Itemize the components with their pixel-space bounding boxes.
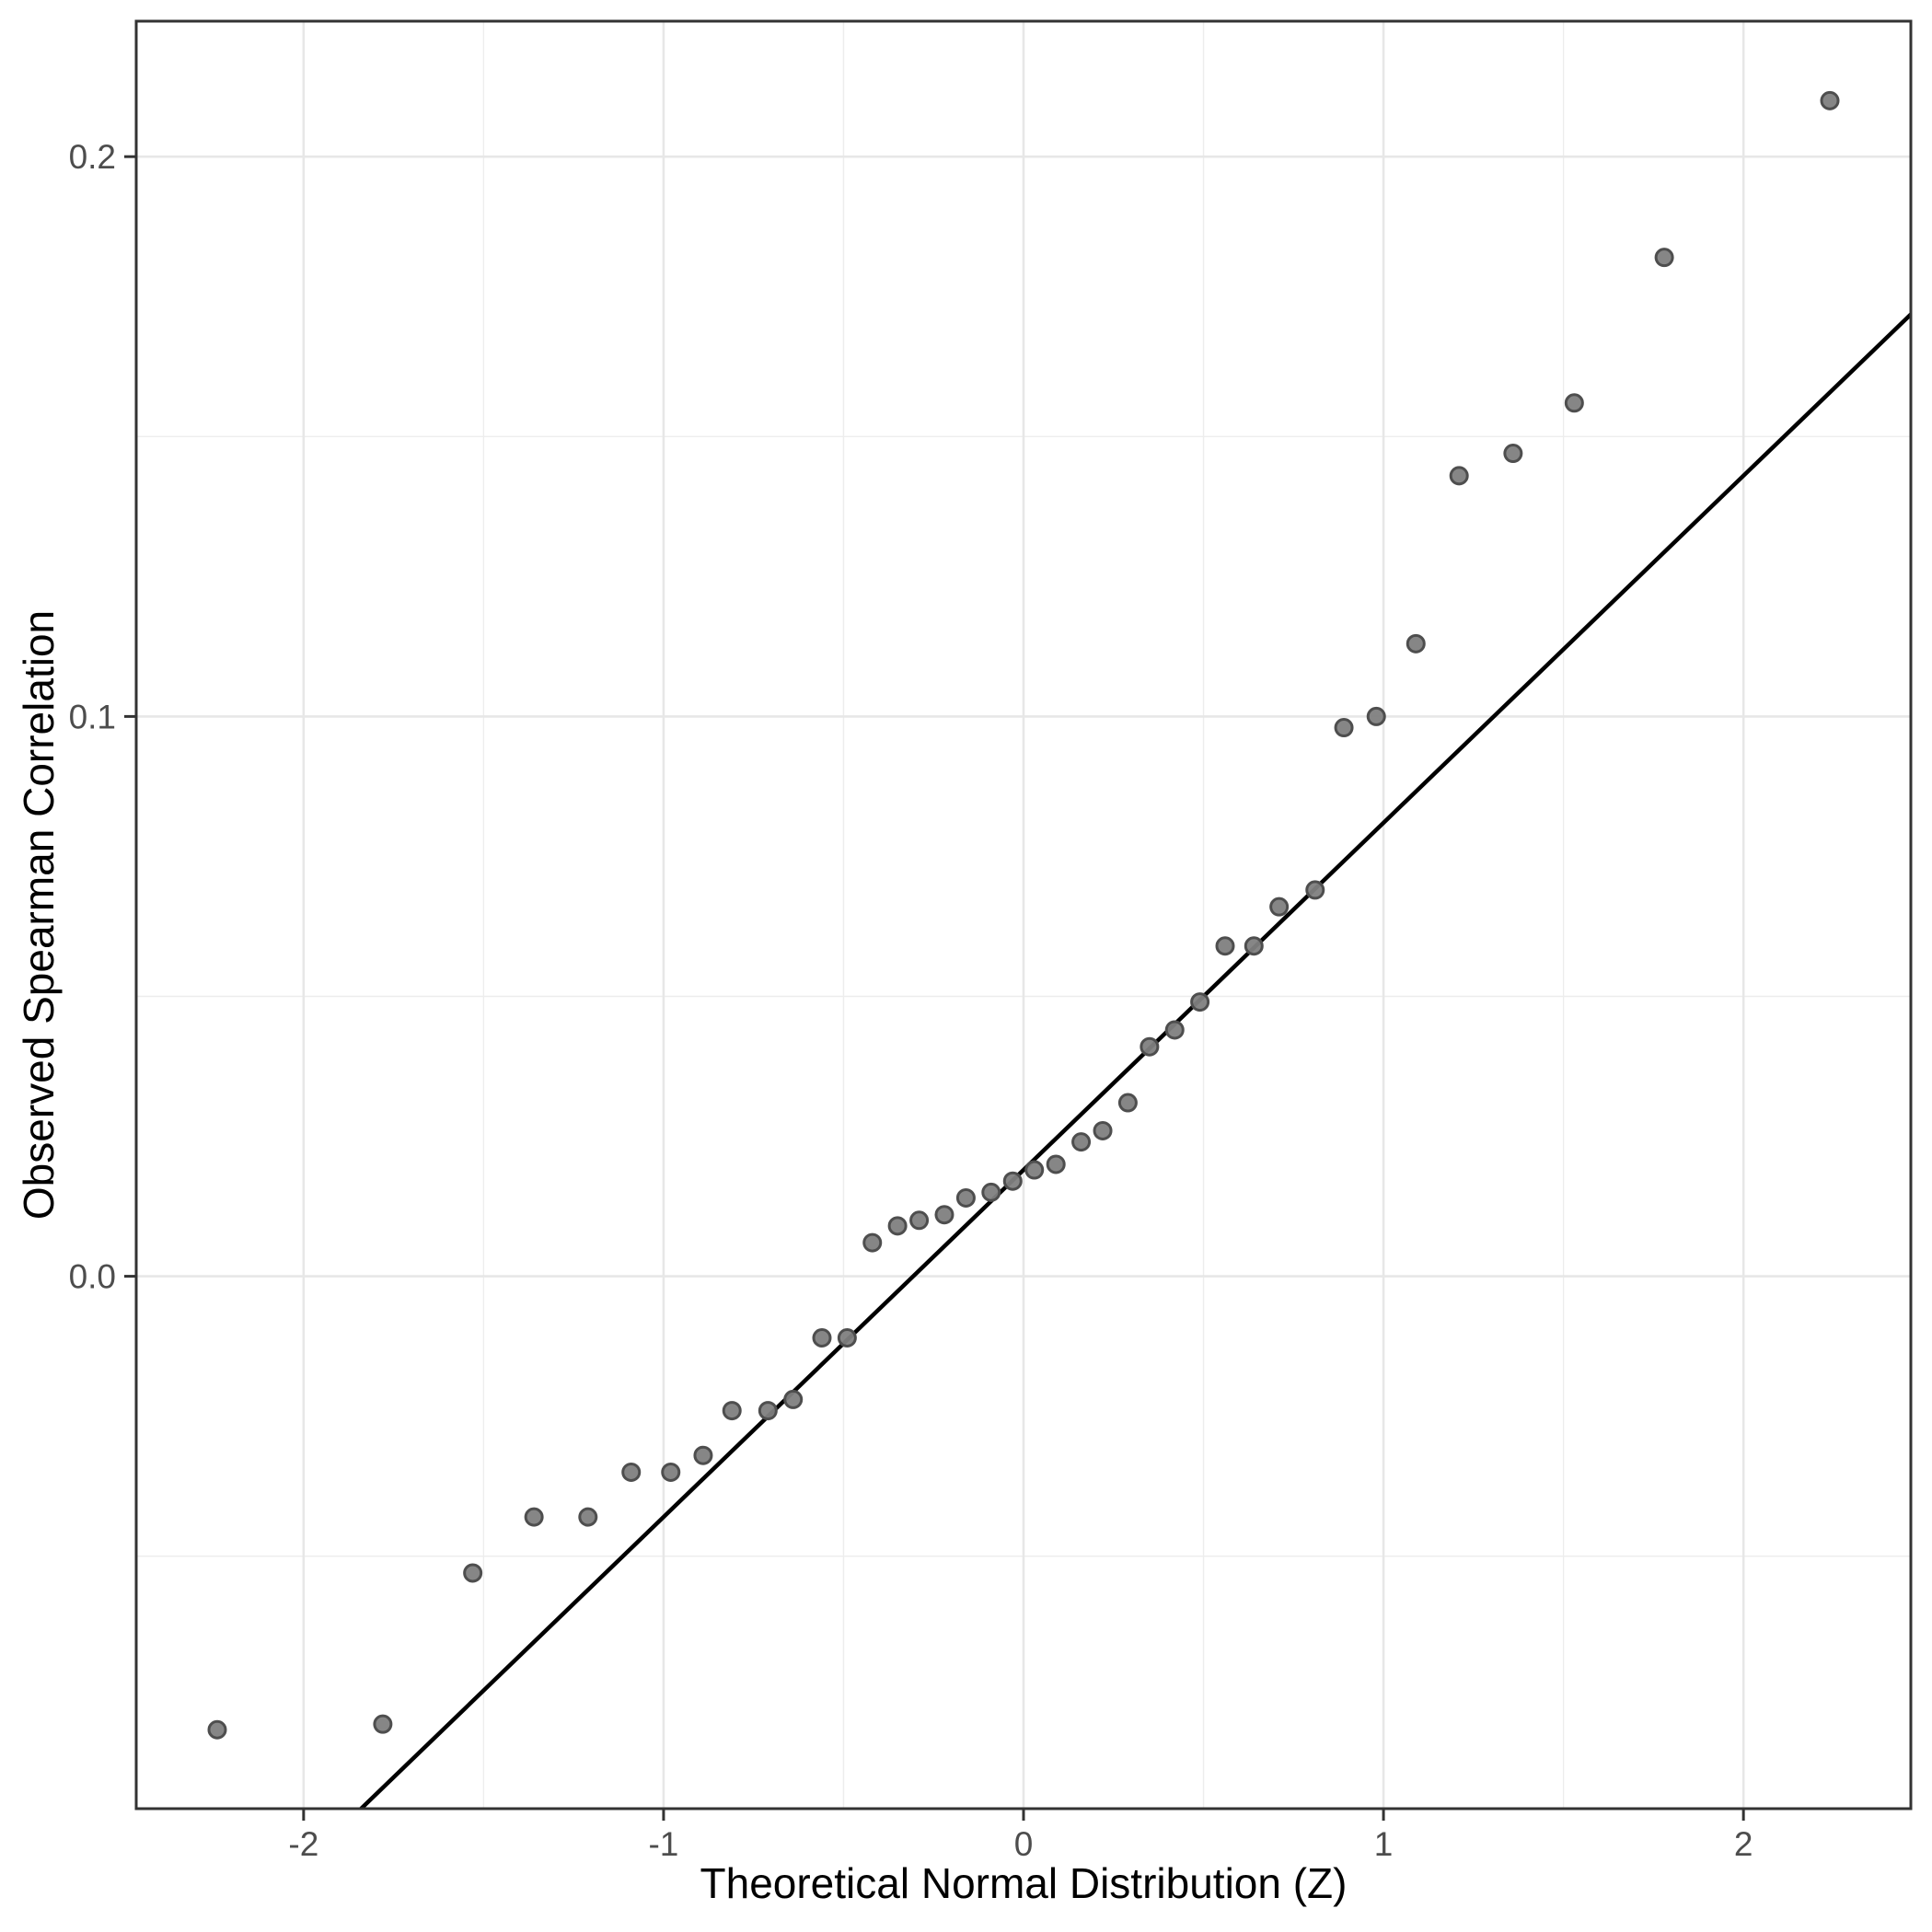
data-point [783,1389,804,1409]
data-point [1024,1160,1045,1180]
x-tick-label: 1 [1374,1825,1394,1863]
data-point [1190,992,1210,1012]
x-tick-label: 0 [1014,1825,1034,1863]
y-tick-label: 0.1 [69,698,116,735]
data-point [1366,706,1386,726]
data-point [887,1216,908,1236]
data-point [1654,248,1674,268]
data-point [1334,718,1354,738]
data-point [955,1187,976,1208]
x-tick-label: -2 [288,1825,318,1863]
data-point [1002,1171,1023,1191]
data-point [1140,1036,1160,1057]
data-point [909,1210,930,1231]
data-point [463,1563,483,1583]
data-point [373,1714,393,1734]
data-point [524,1507,544,1527]
data-point [758,1401,778,1421]
data-point [1071,1132,1092,1152]
data-point [1564,393,1584,413]
data-point [862,1232,883,1253]
data-point [1093,1120,1113,1140]
reference-line [358,312,1911,1809]
data-point [1406,633,1426,654]
data-point [934,1205,954,1225]
data-point [981,1182,1001,1202]
x-tick-label: 2 [1734,1825,1753,1863]
data-point [661,1462,681,1482]
data-point [812,1327,832,1348]
data-point [578,1507,598,1527]
y-tick-label: 0.0 [69,1258,116,1296]
y-axis-title: Observed Spearman Correlation [15,610,63,1220]
data-point [621,1462,642,1482]
data-point [1503,444,1523,464]
data-point [693,1445,713,1465]
y-tick-label: 0.2 [69,138,116,176]
data-point [837,1327,857,1348]
data-point [1244,936,1264,956]
data-point [1449,466,1469,486]
data-point [1820,90,1840,110]
data-point [1269,897,1290,917]
data-point [1305,880,1325,900]
data-point [1215,936,1235,956]
data-point [207,1719,227,1740]
x-tick-label: -1 [648,1825,678,1863]
data-point [722,1401,742,1421]
data-point [1164,1020,1185,1040]
data-point [1046,1154,1066,1174]
x-axis-title: Theoretical Normal Distribution (Z) [700,1859,1348,1907]
data-point [1117,1093,1138,1113]
